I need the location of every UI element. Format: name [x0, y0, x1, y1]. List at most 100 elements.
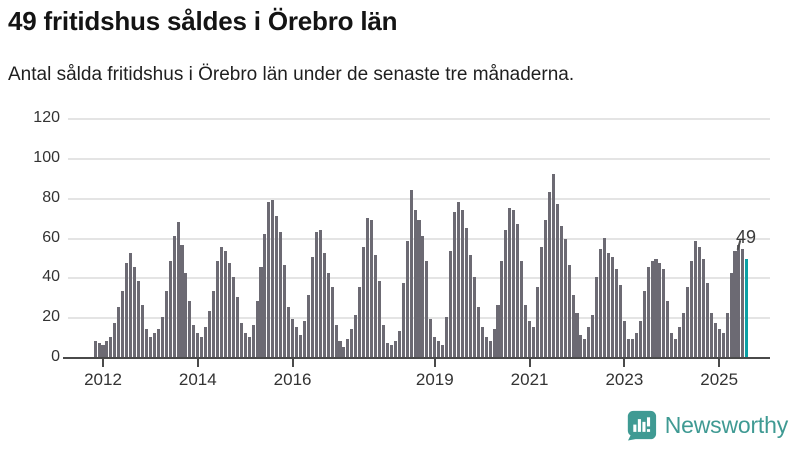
- bar: [271, 199, 275, 357]
- bar: [587, 327, 591, 357]
- bar: [176, 221, 180, 357]
- bar: [528, 321, 532, 357]
- bar: [125, 263, 129, 357]
- bar: [251, 325, 255, 357]
- bar: [737, 245, 741, 357]
- bar: [508, 207, 512, 357]
- bar: [247, 337, 251, 357]
- bar: [144, 329, 148, 357]
- x-axis-tick-label: 2025: [700, 370, 739, 389]
- x-axis-tick-label: 2012: [84, 370, 122, 389]
- bar: [496, 305, 500, 357]
- bar: [421, 235, 425, 357]
- brand-name: Newsworthy: [664, 412, 788, 438]
- bar: [374, 255, 378, 357]
- x-axis-tick-label: 2016: [273, 370, 312, 389]
- newsworthy-speech-bubble-bar-chart-icon: [627, 410, 656, 441]
- bar: [445, 317, 449, 357]
- bar: [638, 321, 642, 357]
- bar: [370, 219, 374, 357]
- bar: [243, 333, 247, 357]
- bar: [314, 231, 318, 357]
- bar: [109, 337, 113, 357]
- bar: [697, 247, 701, 357]
- bar: [212, 291, 216, 357]
- bar: [476, 307, 480, 357]
- y-axis-tick-label: 80: [42, 188, 60, 206]
- bar: [618, 285, 622, 357]
- bar: [729, 273, 733, 357]
- bar: [484, 337, 488, 357]
- bar: [310, 257, 314, 357]
- bar: [595, 277, 599, 357]
- highlight-bar: [745, 259, 749, 357]
- x-axis-tick-mark: [718, 359, 721, 367]
- bar: [184, 273, 188, 357]
- bar: [279, 231, 283, 357]
- bar: [658, 263, 662, 357]
- grid-line: [68, 197, 770, 200]
- bar: [464, 227, 468, 357]
- x-axis-tick-label: 2023: [605, 370, 644, 389]
- bar: [385, 343, 389, 357]
- x-axis-tick-mark: [528, 359, 531, 367]
- bar: [223, 251, 227, 357]
- bar: [196, 333, 200, 357]
- y-axis-tick-label: 120: [33, 109, 60, 126]
- x-axis-tick-mark: [433, 359, 436, 367]
- y-axis-tick-label: 40: [42, 268, 60, 286]
- bar: [156, 329, 160, 357]
- bar: [322, 253, 326, 357]
- bar: [295, 327, 299, 357]
- bar: [591, 315, 595, 357]
- bar: [302, 321, 306, 357]
- y-axis-tick-label: 20: [42, 308, 60, 326]
- y-axis-tick-label: 100: [33, 148, 60, 166]
- bar: [334, 325, 338, 357]
- bar: [449, 251, 453, 357]
- bar: [713, 323, 717, 357]
- bar: [152, 333, 156, 357]
- bar: [263, 233, 267, 357]
- bar: [275, 215, 279, 357]
- bar: [571, 295, 575, 357]
- bar: [326, 273, 330, 357]
- bar: [389, 345, 393, 357]
- x-axis-tick-mark: [623, 359, 626, 367]
- bar: [512, 209, 516, 357]
- bar: [500, 261, 504, 357]
- bar: [429, 319, 433, 357]
- x-axis-tick-label: 2021: [510, 370, 549, 389]
- bar: [433, 337, 437, 357]
- bar: [670, 333, 674, 357]
- last-value-label: 49: [736, 227, 757, 247]
- x-axis-tick-label: 2019: [415, 370, 454, 389]
- bar: [362, 247, 366, 357]
- bar: [492, 329, 496, 357]
- bar: [298, 335, 303, 357]
- bar: [267, 201, 271, 357]
- bar: [188, 301, 192, 357]
- bar: [674, 339, 678, 357]
- y-axis-tick-label: 0: [51, 348, 60, 365]
- grid-line: [68, 118, 770, 120]
- bar: [709, 313, 713, 357]
- bar: [437, 341, 441, 357]
- bar: [662, 269, 666, 357]
- bar: [133, 267, 137, 357]
- bar: [227, 263, 231, 357]
- bar: [97, 343, 101, 357]
- bar: [611, 257, 615, 357]
- bar: [413, 209, 417, 357]
- newsworthy-logo[interactable]: Newsworthy: [626, 410, 788, 441]
- bar: [543, 219, 547, 357]
- bar: [634, 333, 638, 357]
- bar: [721, 333, 725, 357]
- y-axis-tick-label: 60: [42, 228, 60, 246]
- bar: [520, 261, 524, 357]
- bar: [480, 327, 484, 357]
- bar: [460, 209, 464, 357]
- bar: [397, 331, 401, 357]
- bar: [516, 223, 520, 357]
